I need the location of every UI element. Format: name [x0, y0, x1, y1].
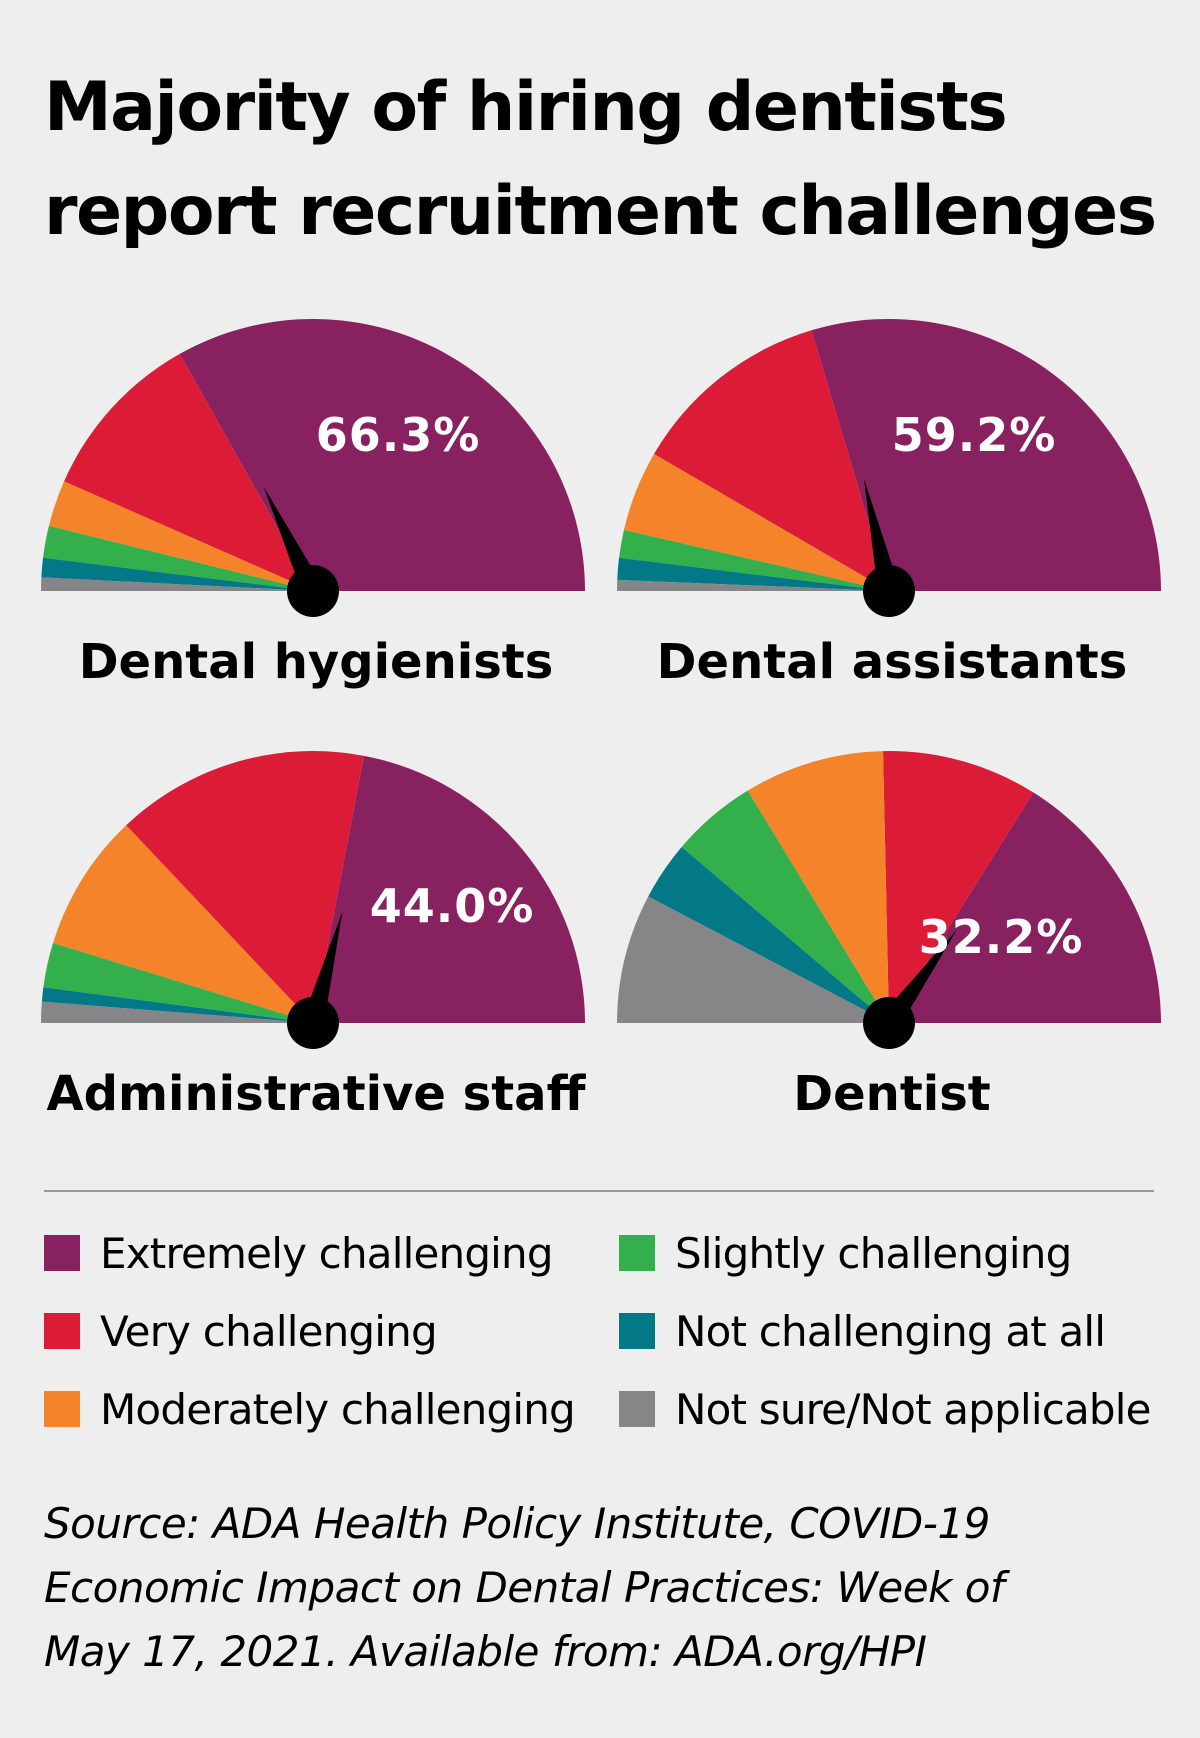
- gauge-slice-not-sure: [40, 577, 313, 591]
- legend-item-moderately-challenging: Moderately challenging: [44, 1374, 619, 1444]
- gauge-value-label: 44.0%: [370, 879, 535, 933]
- gauge-slice-not-at-all: [617, 557, 889, 591]
- gauge-charts: 66.3% 59.2% 44.0% 32.2%: [40, 318, 1161, 1049]
- legend-label: Slightly challenging: [675, 1228, 1072, 1278]
- legend-item-very-challenging: Very challenging: [44, 1296, 619, 1366]
- gauge-value-label: 66.3%: [316, 408, 481, 462]
- gauge-slice-not-at-all: [41, 987, 314, 1023]
- legend-label: Very challenging: [100, 1306, 438, 1356]
- gauge-slice-extremely: [811, 318, 1161, 591]
- gauge-needle: [863, 478, 900, 594]
- gauge-slice-not-sure: [41, 1001, 313, 1023]
- gauge-slice-very: [64, 353, 313, 591]
- gauge-hub: [287, 997, 339, 1049]
- gauge-slice-very: [654, 330, 889, 591]
- gauge-slice-slightly: [619, 530, 889, 591]
- gauge-slice-moderately: [747, 751, 889, 1023]
- legend-item-slightly-challenging: Slightly challenging: [619, 1218, 1159, 1288]
- gauge-title-dental-hygienists: Dental hygienists: [78, 634, 554, 690]
- source-line: May 17, 2021. Available from: ADA.org/HP…: [44, 1627, 927, 1676]
- gauge-slice-very: [883, 751, 1034, 1023]
- gauge-hub: [287, 565, 339, 617]
- legend-swatch: [44, 1235, 80, 1271]
- gauge-slice-moderately: [53, 825, 314, 1023]
- gauge-slice-not-at-all: [41, 557, 314, 591]
- chart-title: Majority of hiring dentists report recru…: [44, 68, 1157, 251]
- legend-swatch: [44, 1313, 80, 1349]
- gauge-title-dentist: Dentist: [793, 1066, 991, 1122]
- gauge-slice-not-at-all: [648, 847, 889, 1023]
- legend-label: Not sure/Not applicable: [675, 1384, 1152, 1434]
- gauge-title-dental-assistants: Dental assistants: [656, 634, 1128, 690]
- legend-swatch: [619, 1391, 655, 1427]
- legend-item-extremely-challenging: Extremely challenging: [44, 1218, 619, 1288]
- legend-label: Moderately challenging: [100, 1384, 576, 1434]
- gauge-slice-slightly: [681, 790, 889, 1023]
- gauge-slice-slightly: [43, 943, 314, 1023]
- source-line: Economic Impact on Dental Practices: Wee…: [44, 1563, 1005, 1612]
- gauge-slice-very: [126, 751, 364, 1023]
- legend-item-not-challenging-at-all: Not challenging at all: [619, 1296, 1159, 1366]
- legend: Extremely challenging Slightly challengi…: [44, 1218, 1174, 1444]
- gauge-value-label: 32.2%: [919, 910, 1084, 964]
- legend-label: Not challenging at all: [675, 1306, 1106, 1356]
- source-note: Source: ADA Health Policy Institute, COV…: [44, 1492, 1174, 1684]
- legend-swatch: [44, 1391, 80, 1427]
- gauge-value-label: 59.2%: [892, 408, 1057, 462]
- gauge-slice-extremely: [313, 755, 585, 1023]
- legend-swatch: [619, 1235, 655, 1271]
- gauge-slice-moderately: [623, 454, 889, 591]
- gauge-slice-not-sure: [617, 579, 889, 591]
- gauge-slice-not-sure: [617, 896, 889, 1023]
- gauge-hub: [863, 565, 915, 617]
- gauge-slice-slightly: [43, 525, 313, 591]
- gauge-title-administrative-staff: Administrative staff: [46, 1066, 586, 1122]
- source-line: Source: ADA Health Policy Institute, COV…: [44, 1499, 990, 1548]
- legend-swatch: [619, 1313, 655, 1349]
- legend-divider: [44, 1190, 1154, 1192]
- legend-label: Extremely challenging: [100, 1228, 554, 1278]
- gauge-slice-moderately: [48, 481, 314, 591]
- gauge-slice-extremely: [889, 792, 1161, 1023]
- gauge-hub: [863, 997, 915, 1049]
- legend-item-not-sure: Not sure/Not applicable: [619, 1374, 1159, 1444]
